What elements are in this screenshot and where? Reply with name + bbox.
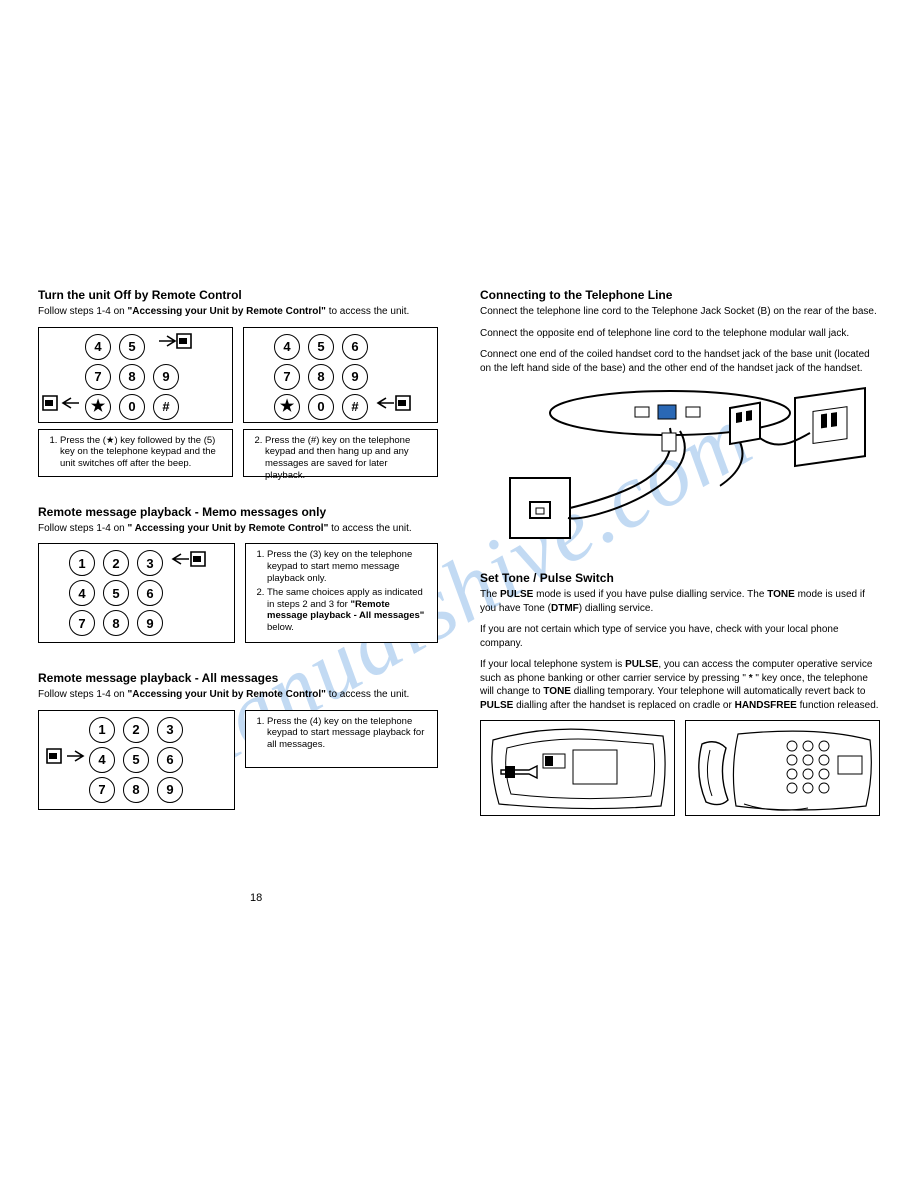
key-8: 8 [103, 610, 129, 636]
keypad-box-4: 1 2 3 4 5 6 7 8 9 [38, 710, 235, 810]
key-6: 6 [342, 334, 368, 360]
key-8: 8 [123, 777, 149, 803]
section2-heading: Remote message playback - Memo messages … [38, 505, 438, 519]
key-4: 4 [89, 747, 115, 773]
intro-pre: Follow steps 1-4 on [38, 523, 128, 534]
section2-boxes: 1 2 3 4 5 6 7 8 9 [38, 543, 438, 643]
connect-heading: Connecting to the Telephone Line [480, 288, 880, 302]
note-2-text: Press the (#) key on the telephone keypa… [265, 435, 430, 483]
key-4: 4 [85, 334, 111, 360]
tone-p3: If your local telephone system is PULSE,… [480, 658, 880, 712]
note-1-text: Press the (★) key followed by the (5) ke… [60, 435, 225, 471]
key-2: 2 [123, 717, 149, 743]
section1-intro: Follow steps 1-4 on "Accessing your Unit… [38, 305, 438, 319]
intro-bold: " Accessing your Unit by Remote Control" [128, 523, 329, 534]
section1-boxes: 4 5 7 8 9 ★ 0 # [38, 327, 438, 477]
key-star: ★ [85, 394, 111, 420]
right-column: Connecting to the Telephone Line Connect… [480, 288, 880, 834]
note-box-2: Press the (#) key on the telephone keypa… [243, 429, 438, 477]
note-box-4: Press the (4) key on the telephone keypa… [245, 710, 438, 768]
section3-heading: Remote message playback - All messages [38, 671, 438, 685]
connect-p2: Connect the opposite end of telephone li… [480, 327, 880, 341]
tone-heading: Set Tone / Pulse Switch [480, 571, 880, 585]
intro-post: to access the unit. [329, 689, 410, 700]
key-7: 7 [274, 364, 300, 390]
connect-p3: Connect one end of the coiled handset co… [480, 348, 880, 375]
note-box-3: Press the (3) key on the telephone keypa… [245, 543, 438, 643]
key-9: 9 [153, 364, 179, 390]
key-3: 3 [137, 550, 163, 576]
key-hash: # [153, 394, 179, 420]
point-hand-icon [45, 745, 85, 767]
key-2: 2 [103, 550, 129, 576]
key-8: 8 [308, 364, 334, 390]
key-9: 9 [342, 364, 368, 390]
section1-box2: 4 5 6 7 8 9 ★ 0 # [243, 327, 438, 477]
key-3: 3 [157, 717, 183, 743]
connection-diagram [480, 383, 880, 553]
keypad-box-1: 4 5 7 8 9 ★ 0 # [38, 327, 233, 423]
key-4: 4 [274, 334, 300, 360]
key-9: 9 [137, 610, 163, 636]
point-hand-icon [157, 330, 197, 352]
section1-box1: 4 5 7 8 9 ★ 0 # [38, 327, 233, 477]
key-5: 5 [308, 334, 334, 360]
intro-post: to access the unit. [331, 523, 412, 534]
note-3-item1: Press the (3) key on the telephone keypa… [267, 549, 430, 585]
section2-intro: Follow steps 1-4 on " Accessing your Uni… [38, 522, 438, 536]
key-7: 7 [85, 364, 111, 390]
connect-p1: Connect the telephone line cord to the T… [480, 305, 880, 319]
key-4: 4 [69, 580, 95, 606]
key-6: 6 [137, 580, 163, 606]
note-4-text: Press the (4) key on the telephone keypa… [267, 716, 430, 752]
manual-page: manualshive.com Turn the unit Off by Rem… [0, 0, 918, 1188]
key-0: 0 [119, 394, 145, 420]
switch-diagram-1 [480, 720, 675, 816]
switch-diagram-2 [685, 720, 880, 816]
key-1: 1 [69, 550, 95, 576]
note-box-1: Press the (★) key followed by the (5) ke… [38, 429, 233, 477]
section1-heading: Turn the unit Off by Remote Control [38, 288, 438, 302]
intro-post: to access the unit. [329, 306, 410, 317]
key-7: 7 [89, 777, 115, 803]
tone-p1: The PULSE mode is used if you have pulse… [480, 588, 880, 615]
section3-boxes: 1 2 3 4 5 6 7 8 9 Press [38, 710, 438, 810]
point-hand-icon [41, 392, 81, 414]
key-7: 7 [69, 610, 95, 636]
page-number: 18 [250, 892, 262, 904]
keypad-box-2: 4 5 6 7 8 9 ★ 0 # [243, 327, 438, 423]
key-0: 0 [308, 394, 334, 420]
intro-pre: Follow steps 1-4 on [38, 306, 128, 317]
intro-pre: Follow steps 1-4 on [38, 689, 128, 700]
point-hand-icon [376, 392, 416, 414]
tone-diagrams [480, 720, 880, 816]
keypad-box-3: 1 2 3 4 5 6 7 8 9 [38, 543, 235, 643]
key-5: 5 [119, 334, 145, 360]
key-8: 8 [119, 364, 145, 390]
tone-p2: If you are not certain which type of ser… [480, 623, 880, 650]
section3-intro: Follow steps 1-4 on "Accessing your Unit… [38, 688, 438, 702]
intro-bold: "Accessing your Unit by Remote Control" [128, 689, 326, 700]
key-6: 6 [157, 747, 183, 773]
left-column: Turn the unit Off by Remote Control Foll… [38, 288, 438, 828]
key-5: 5 [103, 580, 129, 606]
intro-bold: "Accessing your Unit by Remote Control" [128, 306, 326, 317]
point-hand-icon [171, 548, 211, 570]
key-5: 5 [123, 747, 149, 773]
key-1: 1 [89, 717, 115, 743]
key-star: ★ [274, 394, 300, 420]
key-9: 9 [157, 777, 183, 803]
key-hash: # [342, 394, 368, 420]
note-3-item2: The same choices apply as indicated in s… [267, 587, 430, 635]
